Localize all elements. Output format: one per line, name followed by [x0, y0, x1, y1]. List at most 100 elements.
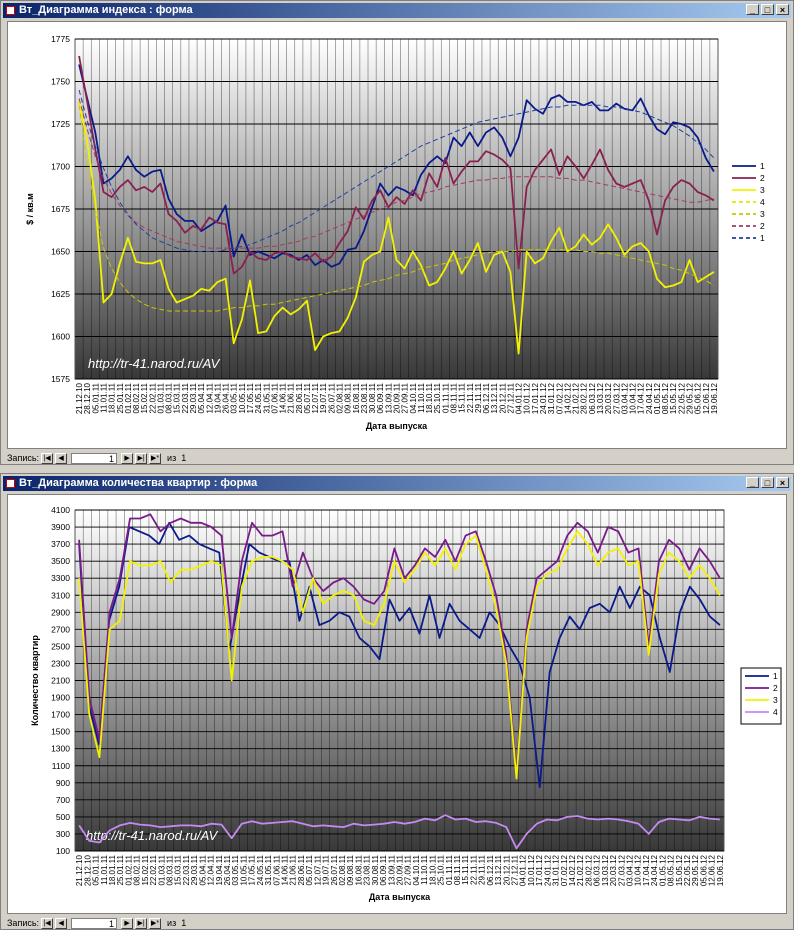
x-tick-label: 27.03.12 — [612, 382, 621, 414]
x-tick-label: 13.03.12 — [596, 382, 605, 414]
series-line — [78, 101, 715, 355]
x-tick-label: 23.08.11 — [360, 382, 369, 413]
x-tick-label: 24.01.12 — [543, 854, 552, 886]
maximize-button[interactable]: □ — [761, 477, 774, 488]
x-tick-label: 29.05.12 — [691, 854, 700, 886]
x-tick-label: 19.06.12 — [716, 854, 725, 886]
legend-entry-label: 3 — [760, 209, 765, 219]
x-tick-label: 06.03.12 — [588, 382, 597, 414]
series-line — [78, 89, 715, 252]
y-tick-label: 1100 — [52, 761, 71, 771]
x-tick-label: 05.06.12 — [699, 854, 708, 886]
y-tick-label: 1750 — [51, 77, 70, 87]
x-tick-label: 05.01.11 — [91, 382, 100, 413]
legend: 1 2 3 4 — [740, 667, 782, 725]
y-tick-label: 1600 — [51, 332, 70, 342]
next-record-button[interactable]: ▶ — [121, 452, 134, 464]
x-tick-label: 29.03.11 — [190, 854, 199, 885]
last-record-button[interactable]: ▶| — [135, 452, 148, 464]
x-tick-label: 08.03.11 — [165, 382, 174, 413]
x-tick-label: 07.02.12 — [555, 382, 564, 414]
y-tick-label: 3300 — [51, 573, 70, 583]
x-tick-label: 08.03.11 — [165, 854, 174, 885]
first-record-button[interactable]: |◀ — [41, 452, 54, 464]
x-tick-label: 17.04.12 — [637, 382, 646, 414]
x-tick-label: 26.07.11 — [327, 382, 336, 413]
x-tick-label: 28.12.10 — [83, 382, 92, 414]
x-tick-label: 17.05.11 — [248, 854, 257, 885]
x-tick-label: 28.12.10 — [83, 854, 92, 886]
x-tick-label: 14.06.11 — [279, 382, 288, 413]
minimize-button[interactable]: _ — [746, 477, 759, 488]
prev-record-button[interactable]: ◀ — [55, 452, 68, 464]
y-tick-label: 4100 — [51, 505, 70, 515]
x-tick-label: 20.03.12 — [604, 382, 613, 414]
y-tick-label: 500 — [56, 812, 70, 822]
close-button[interactable]: × — [776, 477, 789, 488]
x-tick-label: 15.03.11 — [173, 382, 182, 413]
x-tick-label: 14.02.12 — [568, 854, 577, 886]
x-tick-label: 25.01.11 — [116, 382, 125, 413]
x-tick-label: 10.04.12 — [634, 854, 643, 886]
y-axis-label: Количество квартир — [30, 635, 40, 726]
x-tick-label: 14.02.12 — [563, 382, 572, 414]
x-tick-label: 19.04.11 — [215, 854, 224, 885]
x-tick-label: 08.05.12 — [661, 382, 670, 414]
close-button[interactable]: × — [776, 4, 789, 15]
series-line — [78, 98, 715, 249]
record-number-input[interactable]: 1 — [71, 917, 118, 929]
maximize-button[interactable]: □ — [761, 4, 774, 15]
next-record-button[interactable]: ▶ — [121, 917, 134, 929]
x-tick-label: 29.11.11 — [478, 854, 487, 885]
x-tick-label: 12.06.12 — [702, 382, 711, 414]
first-record-button[interactable]: |◀ — [41, 917, 54, 929]
window-title: Вт_Диаграмма индекса : форма — [19, 4, 193, 16]
title-bar[interactable]: Вт_Диаграмма количества квартир : форма … — [3, 476, 791, 491]
x-tick-label: 21.06.11 — [289, 854, 298, 885]
x-tick-label: 12.06.12 — [708, 854, 717, 886]
legend-entry-label: 2 — [760, 221, 765, 231]
x-tick-label: 22.11.11 — [469, 854, 478, 885]
x-tick-label: 06.12.11 — [482, 382, 491, 413]
chart-area: 100 300 500 700 900 1100 1300 1500 1700 1900 2100 2… — [7, 494, 787, 914]
record-number-input[interactable]: 1 — [71, 452, 118, 464]
x-tick-label: 24.04.12 — [645, 382, 654, 414]
x-tick-label: 06.09.11 — [379, 854, 388, 885]
last-record-button[interactable]: ▶| — [135, 917, 148, 929]
legend: 1 2 3 4 3 2 1 — [728, 158, 780, 250]
x-tick-label: 25.10.11 — [437, 854, 446, 885]
new-record-button[interactable]: ▶* — [149, 917, 162, 929]
chart-area: 1575 1600 1625 1650 1675 1700 1725 1750 1775 21.1… — [7, 21, 787, 449]
x-tick-label: 10.01.12 — [527, 854, 536, 886]
legend-entry-label: 2 — [773, 683, 778, 693]
x-tick-label: 27.03.12 — [617, 854, 626, 886]
prev-record-button[interactable]: ◀ — [55, 917, 68, 929]
x-tick-label: 15.02.11 — [140, 382, 149, 413]
record-label: Запись: — [7, 453, 40, 463]
x-tick-label: 03.05.11 — [230, 382, 239, 413]
x-tick-label: 10.05.11 — [238, 382, 247, 413]
minimize-button[interactable]: _ — [746, 4, 759, 15]
x-tick-label: 17.05.11 — [246, 382, 255, 413]
x-tick-label: 20.09.11 — [393, 382, 402, 413]
x-tick-label: 27.09.11 — [401, 382, 410, 413]
x-tick-label: 24.01.12 — [539, 382, 548, 414]
x-tick-label: 01.02.11 — [124, 854, 133, 885]
y-tick-label: 1700 — [51, 162, 70, 172]
x-tick-label: 17.01.12 — [535, 854, 544, 886]
title-bar[interactable]: Вт_Диаграмма индекса : форма _ □ × — [3, 3, 791, 18]
x-tick-label: 08.11.11 — [453, 854, 462, 885]
x-tick-label: 18.10.11 — [428, 854, 437, 885]
x-tick-label: 23.08.11 — [363, 854, 372, 885]
x-tick-label: 10.05.11 — [239, 854, 248, 885]
y-tick-label: 900 — [56, 778, 70, 788]
x-tick-label: 06.09.11 — [376, 382, 385, 413]
series-line — [78, 814, 720, 850]
y-tick-label: 2100 — [51, 676, 70, 686]
legend-entry-label: 3 — [760, 185, 765, 195]
x-tick-label: 21.12.10 — [75, 382, 84, 414]
x-tick-label: 11.10.11 — [417, 382, 426, 413]
x-tick-label: 22.11.11 — [466, 382, 475, 413]
y-tick-label: 2900 — [51, 607, 70, 617]
new-record-button[interactable]: ▶* — [149, 452, 162, 464]
